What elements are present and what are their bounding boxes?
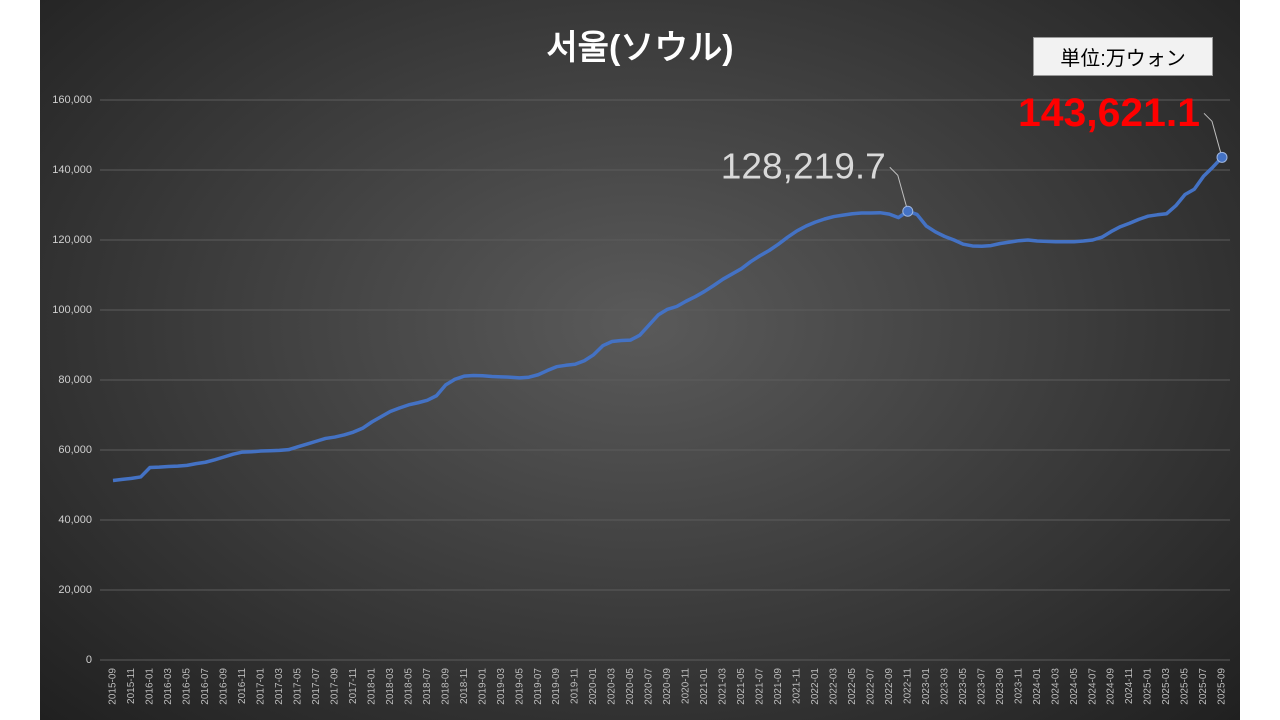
x-tick-label: 2021-01	[699, 668, 710, 705]
x-tick-label: 2017-09	[329, 668, 340, 705]
y-tick-label: 140,000	[52, 164, 92, 176]
x-tick-label: 2019-03	[496, 668, 507, 705]
data-label: 143,621.1	[1018, 91, 1200, 135]
x-tick-label: 2016-01	[145, 668, 156, 705]
data-point	[1216, 151, 1228, 163]
line-series	[112, 156, 1224, 483]
x-tick-label: 2018-07	[422, 668, 433, 705]
x-tick-label: 2023-11	[1013, 668, 1024, 704]
x-tick-label: 2023-03	[939, 668, 950, 705]
y-tick-label: 40,000	[58, 514, 92, 526]
x-tick-label: 2025-01	[1143, 668, 1154, 705]
x-tick-label: 2024-01	[1032, 668, 1043, 705]
x-tick-label: 2021-05	[736, 668, 747, 705]
x-tick-label: 2017-05	[292, 668, 303, 705]
y-tick-label: 0	[86, 654, 92, 666]
x-tick-label: 2023-01	[921, 668, 932, 705]
x-tick-label: 2016-07	[200, 668, 211, 705]
data-point	[902, 205, 914, 217]
x-tick-label: 2019-11	[570, 668, 581, 704]
leader-line	[1203, 112, 1223, 158]
x-tick-label: 2019-09	[551, 668, 562, 705]
x-tick-label: 2020-11	[681, 668, 692, 704]
x-tick-label: 2025-09	[1217, 668, 1228, 705]
x-tick-label: 2019-07	[533, 668, 544, 705]
x-tick-label: 2020-07	[644, 668, 655, 705]
x-tick-label: 2022-09	[884, 668, 895, 705]
x-tick-label: 2016-03	[163, 668, 174, 705]
y-tick-label: 20,000	[58, 584, 92, 596]
x-tick-label: 2024-09	[1106, 668, 1117, 705]
x-tick-label: 2023-05	[958, 668, 969, 705]
chart-title: 서울(ソウル)	[546, 29, 733, 67]
y-tick-label: 160,000	[52, 94, 92, 106]
x-tick-label: 2022-05	[847, 668, 858, 705]
x-tick-label: 2022-07	[865, 668, 876, 705]
x-tick-label: 2025-07	[1198, 668, 1209, 705]
x-tick-label: 2019-01	[477, 668, 488, 705]
x-tick-label: 2024-03	[1050, 668, 1061, 705]
x-tick-label: 2019-05	[514, 668, 525, 705]
x-tick-label: 2015-11	[126, 668, 137, 704]
x-tick-label: 2018-05	[403, 668, 414, 705]
x-tick-label: 2020-03	[607, 668, 618, 705]
x-tick-label: 2018-03	[385, 668, 396, 705]
x-tick-label: 2020-09	[662, 668, 673, 705]
x-tick-label: 2020-05	[625, 668, 636, 705]
x-tick-label: 2015-09	[108, 668, 119, 705]
x-tick-label: 2025-03	[1161, 668, 1172, 705]
x-tick-label: 2016-09	[219, 668, 230, 705]
x-tick-label: 2016-05	[182, 668, 193, 705]
x-tick-label: 2022-11	[902, 668, 913, 704]
x-tick-label: 2017-03	[274, 668, 285, 705]
unit-label: 単位:万ウォン	[1033, 37, 1213, 76]
x-tick-label: 2022-01	[810, 668, 821, 705]
x-tick-label: 2018-11	[459, 668, 470, 704]
x-tick-label: 2023-07	[976, 668, 987, 705]
x-tick-label: 2022-03	[828, 668, 839, 705]
x-tick-label: 2020-01	[588, 668, 599, 705]
x-tick-label: 2017-11	[348, 668, 359, 704]
x-tick-label: 2017-01	[256, 668, 267, 705]
data-label: 128,219.7	[721, 146, 886, 187]
x-tick-label: 2017-07	[311, 668, 322, 705]
x-tick-label: 2018-01	[366, 668, 377, 705]
chart-background	[40, 0, 1240, 720]
y-tick-label: 80,000	[58, 374, 92, 386]
x-tick-label: 2024-07	[1087, 668, 1098, 705]
x-tick-label: 2021-11	[792, 668, 803, 704]
y-tick-label: 60,000	[58, 444, 92, 456]
x-tick-label: 2021-03	[718, 668, 729, 705]
y-tick-label: 100,000	[52, 304, 92, 316]
y-tick-label: 120,000	[52, 234, 92, 246]
x-tick-label: 2018-09	[440, 668, 451, 705]
x-tick-label: 2021-07	[755, 668, 766, 705]
x-tick-label: 2024-11	[1124, 668, 1135, 704]
x-tick-label: 2016-11	[237, 668, 248, 704]
x-tick-label: 2023-09	[995, 668, 1006, 705]
x-tick-label: 2025-05	[1180, 668, 1191, 705]
leader-line	[889, 166, 909, 212]
x-tick-label: 2024-05	[1069, 668, 1080, 705]
x-tick-label: 2021-09	[773, 668, 784, 705]
